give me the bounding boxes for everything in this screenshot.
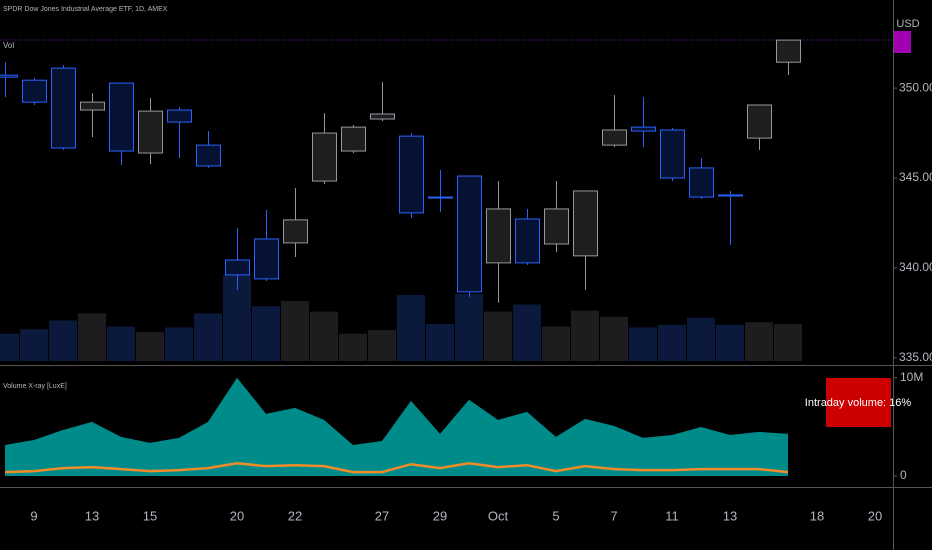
volume-bar [49, 320, 77, 361]
volume-bar [136, 331, 164, 361]
volume-bar [281, 300, 309, 361]
chart-title: SPDR Dow Jones Industrial Average ETF, 1… [3, 6, 168, 13]
y-tick-label: 10M [900, 370, 923, 384]
volume-area [5, 377, 788, 476]
candle-body [51, 67, 76, 149]
annotation: Intraday volume: 16% [805, 397, 912, 409]
volume-bar [194, 313, 222, 361]
volume-line [4, 461, 789, 474]
candle-body [254, 238, 279, 280]
x-tick-label: 29 [433, 508, 447, 523]
candle-body [22, 79, 47, 103]
candle-body [486, 208, 511, 264]
x-tick-label: 13 [723, 508, 737, 523]
volume-bar [310, 311, 338, 361]
x-tick-label: 5 [552, 508, 559, 523]
volume-bar [513, 304, 541, 361]
volume-bar [78, 313, 106, 361]
candle-body [776, 39, 801, 63]
candle-body [718, 194, 743, 197]
candle-body [370, 113, 395, 120]
volume-bar [165, 327, 193, 361]
x-tick-label: Oct [488, 508, 509, 523]
volume-bar [629, 327, 657, 361]
volume-bar [658, 324, 686, 361]
x-tick-label: 7 [610, 508, 617, 523]
candle-body [660, 129, 685, 179]
candle-body [196, 144, 221, 167]
candle-body [689, 167, 714, 198]
volume-bar [339, 333, 367, 361]
candle-body [631, 126, 656, 132]
candle-body [399, 135, 424, 214]
volume-bar [20, 329, 48, 361]
x-tick-label: 9 [30, 508, 37, 523]
volume-bar [252, 306, 280, 361]
x-tick-label: 18 [810, 508, 824, 523]
volume-bar [745, 322, 773, 361]
y-tick-label: 350.00 [899, 80, 932, 94]
volume-bar [542, 326, 570, 361]
candle-body [312, 132, 337, 182]
candle-body [428, 196, 453, 199]
volume-bar [455, 293, 483, 361]
candle-body [109, 82, 134, 152]
candle-body [138, 110, 163, 154]
volume-bar [368, 330, 396, 361]
volume-bar [571, 310, 599, 361]
indicator-title: Volume X-ray [LuxE] [3, 383, 67, 390]
candle-body [457, 175, 482, 293]
indicator-label: Vol [3, 41, 14, 50]
price-label-box [894, 31, 911, 53]
annotation-box [826, 378, 891, 427]
candle-body [573, 190, 598, 257]
volume-bar [0, 333, 19, 361]
y-tick-label: 340.00 [899, 260, 932, 274]
volume-bar [600, 316, 628, 361]
volume-bar [426, 323, 454, 361]
volume-bar [397, 294, 425, 361]
currency: USD [896, 18, 919, 30]
candle-body [747, 104, 772, 139]
candle-body [515, 218, 540, 264]
x-tick-label: 22 [288, 508, 302, 523]
candle-body [283, 219, 308, 244]
y-tick-label: 345.00 [899, 170, 932, 184]
x-tick-label: 11 [665, 508, 679, 523]
candle-body [544, 208, 569, 245]
candle-body [602, 129, 627, 146]
candle-body [225, 259, 250, 276]
y-tick-label: 335.00 [899, 350, 932, 364]
volume-bar [774, 323, 802, 361]
x-tick-label: 27 [375, 508, 389, 523]
x-tick-label: 15 [143, 508, 157, 523]
x-tick-label: 20 [868, 508, 882, 523]
volume-bar [716, 324, 744, 361]
y-tick-label: 0 [900, 468, 907, 482]
candle-body [341, 126, 366, 152]
candle-body [0, 74, 18, 78]
x-tick-label: 20 [230, 508, 244, 523]
volume-bar [484, 311, 512, 361]
candle-body [80, 101, 105, 111]
candle-body [167, 109, 192, 123]
volume-bar [107, 326, 135, 361]
x-tick-label: 13 [85, 508, 99, 523]
volume-bar [687, 317, 715, 361]
